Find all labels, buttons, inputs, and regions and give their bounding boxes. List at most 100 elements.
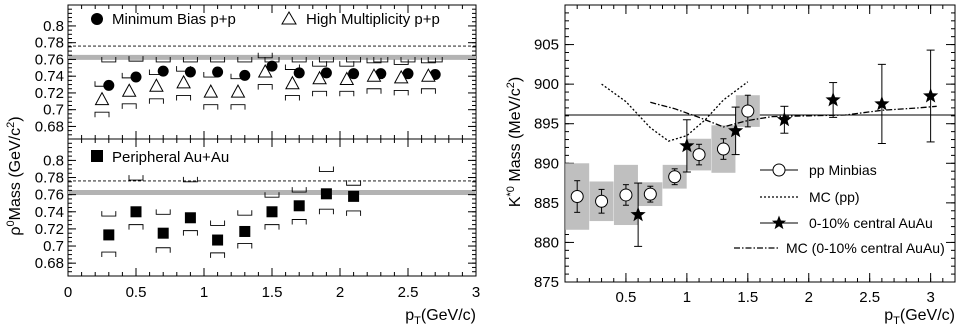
syst-bracket bbox=[237, 56, 253, 63]
syst-bracket-low bbox=[94, 111, 110, 118]
y-tick-label: 0.7 bbox=[43, 238, 64, 255]
y-tick-label: 895 bbox=[534, 116, 559, 133]
syst-bracket-low bbox=[237, 243, 253, 249]
data-point-high-mult bbox=[94, 91, 110, 106]
y-tick-label: 0.68 bbox=[35, 118, 64, 135]
data-point-pp-minbias bbox=[692, 148, 706, 162]
data-point-min-bias bbox=[293, 67, 305, 79]
data-point-peripheral bbox=[293, 200, 305, 212]
x-tick-label: 2.5 bbox=[859, 289, 880, 306]
syst-bracket bbox=[155, 56, 171, 63]
syst-bracket-high bbox=[291, 187, 307, 193]
data-point-pp-minbias bbox=[595, 194, 609, 208]
data-point-central-auau bbox=[825, 92, 841, 107]
data-point-central-auau bbox=[679, 137, 695, 153]
data-point-peripheral bbox=[348, 190, 360, 202]
y-tick-label: 0.74 bbox=[35, 68, 64, 85]
syst-bracket-low bbox=[264, 224, 280, 230]
x-tick-label: 0.5 bbox=[616, 289, 637, 306]
syst-bracket bbox=[291, 56, 307, 63]
legend-marker-star bbox=[771, 215, 787, 230]
data-point-peripheral bbox=[157, 227, 169, 239]
legend-label: 0-10% central AuAu bbox=[809, 215, 933, 231]
syst-bracket-low bbox=[318, 208, 334, 215]
syst-bracket-high bbox=[182, 176, 198, 183]
x-tick-label: 2 bbox=[336, 284, 344, 301]
syst-bracket-low bbox=[393, 89, 409, 96]
data-point-peripheral bbox=[320, 188, 332, 200]
data-point-central-auau bbox=[728, 122, 744, 138]
legend-label: Peripheral Au+Au bbox=[112, 149, 229, 166]
y-tick-label: 900 bbox=[534, 76, 559, 93]
syst-bracket-low bbox=[366, 88, 382, 94]
data-point-pp-minbias bbox=[741, 104, 755, 118]
y-tick-label: 0.8 bbox=[43, 18, 64, 35]
data-point-high-mult bbox=[339, 71, 355, 86]
data-point-high-mult bbox=[121, 83, 137, 97]
data-point-high-mult bbox=[421, 68, 436, 82]
y-tick-label: 0.76 bbox=[35, 187, 64, 204]
data-point-pp-minbias bbox=[570, 190, 584, 204]
syst-bracket-low bbox=[284, 95, 300, 101]
x-tick-label: 2 bbox=[805, 289, 813, 306]
data-point-high-mult bbox=[393, 69, 409, 84]
syst-bracket-low bbox=[121, 103, 137, 109]
syst-bracket-high bbox=[237, 210, 253, 216]
data-point-central-auau bbox=[776, 111, 792, 127]
x-axis-label-right: pT(GeV/c) bbox=[884, 307, 955, 325]
y-tick-label: 890 bbox=[534, 155, 559, 172]
y-axis-label-right: K*0 Mass (MeV/c2) bbox=[505, 77, 524, 207]
syst-bracket bbox=[182, 56, 198, 63]
data-point-high-mult bbox=[176, 74, 191, 89]
syst-bracket-high bbox=[155, 209, 171, 215]
y-tick-label: 0.72 bbox=[35, 85, 64, 102]
legend-marker-triangle bbox=[281, 11, 297, 25]
x-tick-label: 2.5 bbox=[398, 284, 419, 301]
syst-bracket-high bbox=[128, 175, 144, 181]
data-point-peripheral bbox=[130, 206, 142, 218]
syst-bracket-high bbox=[210, 220, 226, 226]
syst-bracket-high bbox=[318, 166, 334, 172]
syst-bracket-high bbox=[264, 192, 280, 198]
x-tick-label: 0.5 bbox=[126, 284, 147, 301]
syst-bracket-high bbox=[148, 69, 164, 75]
syst-bracket bbox=[128, 56, 144, 62]
x-axis-label: pT(GeV/c) bbox=[405, 307, 476, 325]
mc-auau-curve bbox=[650, 101, 937, 128]
data-point-high-mult bbox=[312, 70, 327, 85]
data-point-peripheral bbox=[184, 212, 196, 224]
syst-bracket-low bbox=[339, 90, 355, 97]
syst-bracket-low bbox=[291, 219, 307, 225]
data-point-min-bias bbox=[348, 68, 360, 80]
syst-bracket-high bbox=[346, 180, 362, 186]
data-point-high-mult bbox=[203, 84, 219, 98]
syst-bracket-high bbox=[420, 57, 436, 64]
syst-bracket-low bbox=[346, 210, 362, 216]
data-point-min-bias bbox=[402, 68, 414, 80]
data-point-high-mult bbox=[230, 84, 246, 98]
data-point-high-mult bbox=[366, 68, 382, 82]
data-point-peripheral bbox=[103, 229, 115, 241]
syst-bracket-high bbox=[121, 72, 137, 79]
y-tick-label: 0.7 bbox=[43, 102, 64, 119]
data-point-pp-minbias bbox=[643, 187, 657, 201]
syst-bracket-high bbox=[203, 72, 219, 78]
syst-bracket-high bbox=[230, 73, 246, 80]
y-tick-label: 0.68 bbox=[35, 255, 64, 272]
x-tick-label: 3 bbox=[926, 289, 934, 306]
syst-bracket-high bbox=[284, 64, 300, 70]
syst-bracket bbox=[210, 56, 226, 63]
legend-label: High Multiplicity p+p bbox=[306, 11, 440, 28]
legend-marker-open-circle bbox=[772, 163, 786, 177]
syst-bracket-high bbox=[393, 59, 409, 65]
syst-bracket-low bbox=[176, 95, 192, 101]
syst-bracket-high bbox=[339, 61, 355, 67]
legend-label: MC (0-10% central AuAu) bbox=[786, 240, 945, 256]
x-tick-label: 3 bbox=[472, 284, 480, 301]
syst-bracket-high bbox=[366, 57, 382, 64]
legend-label: Minimum Bias p+p bbox=[112, 11, 236, 28]
syst-bracket-high bbox=[257, 52, 273, 59]
y-tick-label: 0.76 bbox=[35, 51, 64, 68]
mc-pp-curve bbox=[601, 81, 749, 142]
